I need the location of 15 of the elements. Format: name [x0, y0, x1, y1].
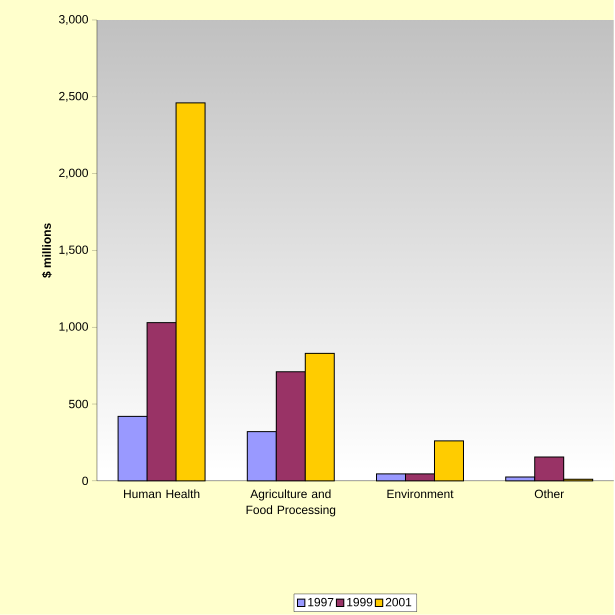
y-axis-title: $ millions: [42, 223, 52, 278]
y-tick-label: 1,000: [59, 322, 88, 332]
legend-label: 1999: [347, 598, 372, 606]
legend-label: 2001: [386, 598, 412, 606]
x-tick-label: Human Health: [124, 489, 200, 498]
y-tick-label: 0: [82, 476, 88, 486]
y-tick-label: 3,000: [59, 15, 88, 26]
y-tick-label: 2,500: [59, 92, 88, 102]
y-tick-label: 500: [68, 400, 88, 408]
y-tick-label: 2,000: [59, 168, 88, 179]
x-tick-label: Other: [534, 489, 564, 498]
x-tick-label: Environment: [387, 489, 454, 498]
legend-label: 1997: [308, 598, 334, 606]
y-tick-label: 1,500: [59, 246, 88, 256]
x-tick-label: Agriculture and Food Processing: [246, 489, 336, 517]
